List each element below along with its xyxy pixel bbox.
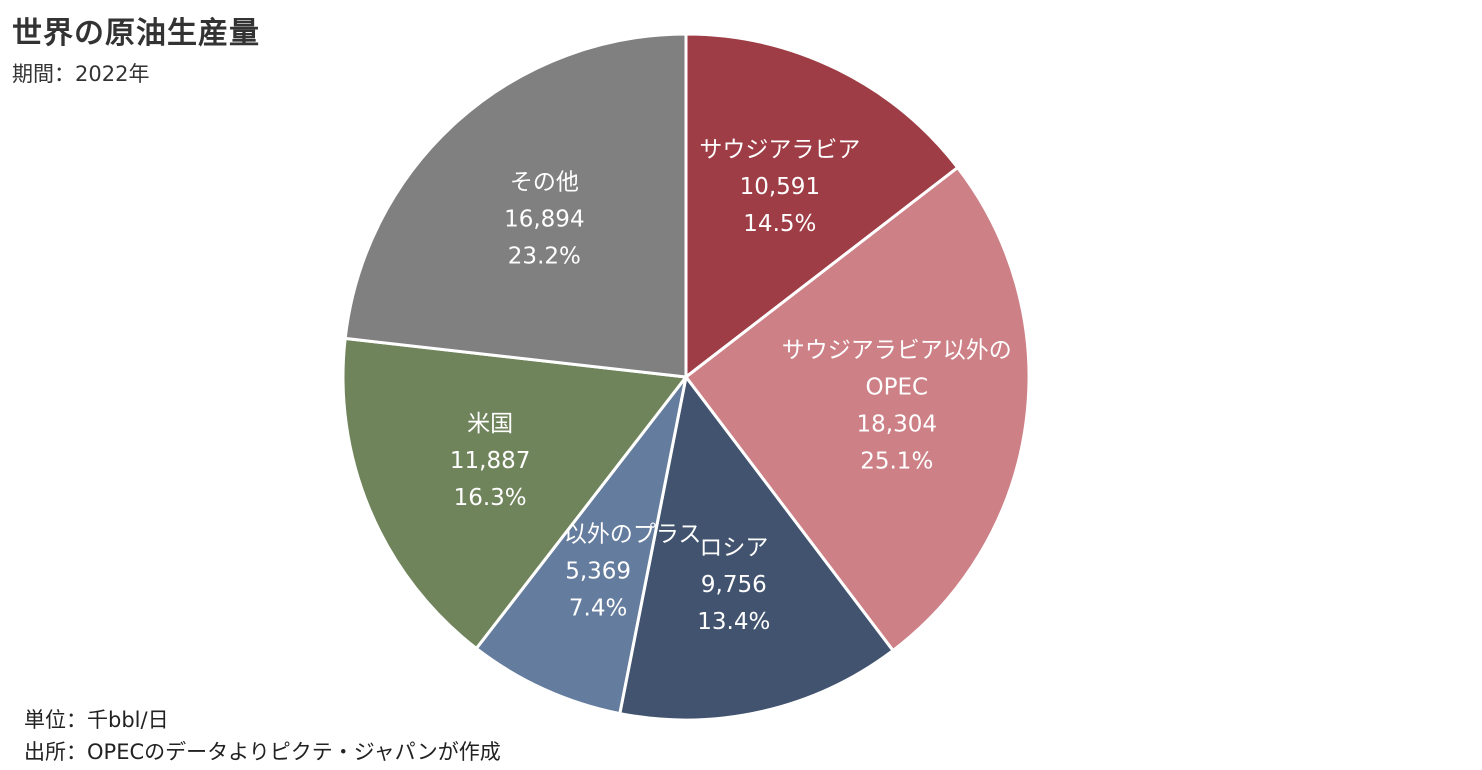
slice-5-percent-label: 23.2% (508, 243, 581, 269)
pie-slice-3 (474, 376, 688, 716)
slice-3-value-label: 5,369 (565, 559, 631, 585)
slice-2-percent-label: 13.4% (697, 609, 770, 635)
slice-5-value-label: 16,894 (504, 206, 584, 232)
slice-4-value-label: 11,887 (450, 448, 530, 474)
pie-slice-2 (618, 373, 896, 722)
unit-note: 単位：千bbl/日 (24, 708, 169, 732)
source-note: 出所：OPECのデータよりピクテ・ジャパンが作成 (24, 740, 501, 764)
pie-slice-1 (683, 165, 1031, 653)
pie-slice-0 (684, 32, 960, 381)
slice-1-label-label: OPEC (865, 375, 928, 401)
slice-2-value-label: 9,756 (701, 572, 767, 598)
slice-1-percent-label: 25.1% (860, 449, 933, 475)
slice-2-label-label: ロシア (699, 535, 768, 561)
slice-1-value-label: 18,304 (857, 412, 937, 438)
slice-4-label-label: 米国 (467, 411, 513, 437)
slice-0-percent-label: 14.5% (743, 211, 816, 237)
slice-0-value-label: 10,591 (740, 174, 820, 200)
slice-1-label-label: サウジアラビア以外の (782, 338, 1012, 364)
chart-subtitle: 期間：2022年 (12, 62, 150, 86)
chart-title: 世界の原油生産量 (12, 16, 260, 51)
slice-4-percent-label: 16.3% (454, 485, 527, 511)
pie-slice-4 (341, 336, 689, 651)
slice-3-percent-label: 7.4% (569, 596, 627, 622)
slice-5-label-label: その他 (510, 169, 579, 195)
slice-0-label-label: サウジアラビア (699, 137, 860, 163)
pie-slice-5 (343, 32, 688, 379)
